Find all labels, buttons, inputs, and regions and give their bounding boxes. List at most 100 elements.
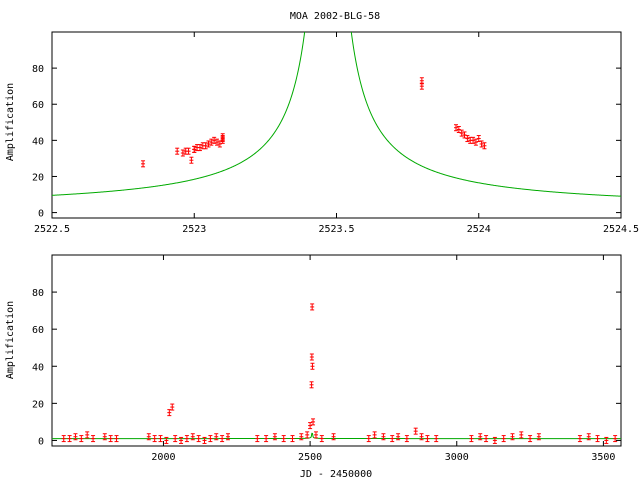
- data-point: [469, 435, 474, 443]
- data-point: [141, 160, 146, 168]
- data-point: [202, 436, 207, 444]
- y-tick-label: 20: [32, 399, 44, 410]
- data-point: [102, 433, 107, 441]
- data-point: [196, 435, 201, 443]
- data-point: [108, 435, 113, 443]
- x-tick-label: 2524: [467, 224, 491, 235]
- y-tick-label: 60: [32, 100, 44, 111]
- data-point: [114, 435, 119, 443]
- x-tick-label: 3000: [445, 452, 469, 463]
- data-point: [73, 433, 78, 441]
- plot-frame: [51, 254, 622, 447]
- bottom-ylabel: Amplification: [5, 301, 16, 379]
- data-point: [381, 433, 386, 441]
- data-point: [478, 433, 483, 441]
- data-point: [281, 435, 286, 443]
- data-point: [310, 303, 315, 311]
- zoom-panel: 2522.5 2523 2523.5 2524 2524.5 0 20 40 60 80: [32, 31, 639, 235]
- data-point: [305, 431, 310, 439]
- data-point: [175, 147, 180, 155]
- data-point: [366, 435, 371, 443]
- data-point: [536, 433, 541, 441]
- data-point: [425, 435, 430, 443]
- data-point: [189, 156, 194, 164]
- data-point: [214, 433, 219, 441]
- data-point: [471, 136, 476, 144]
- data-point: [528, 435, 533, 443]
- data-point: [309, 381, 314, 389]
- y-tick-label: 0: [38, 436, 44, 447]
- data-point: [456, 126, 461, 134]
- data-point: [164, 436, 169, 444]
- data-point: [331, 433, 336, 441]
- data-point: [310, 362, 315, 370]
- data-point: [479, 140, 484, 148]
- data-point: [290, 435, 295, 443]
- y-tick-label: 20: [32, 172, 44, 183]
- data-point: [462, 131, 467, 139]
- data-point: [501, 435, 506, 443]
- data-point: [482, 142, 487, 150]
- data-point: [453, 124, 458, 132]
- x-tick-label: 2523.5: [318, 224, 354, 235]
- y-tick-label: 80: [32, 64, 44, 75]
- data-point: [390, 435, 395, 443]
- data-point: [197, 144, 202, 152]
- x-tick-label: 2524.5: [603, 224, 639, 235]
- x-tick-label: 3500: [591, 452, 615, 463]
- data-point: [203, 142, 208, 150]
- data-point: [220, 435, 225, 443]
- data-point: [308, 422, 313, 430]
- data-point: [264, 435, 269, 443]
- data-point: [299, 433, 304, 441]
- data-point: [192, 145, 197, 153]
- data-point: [190, 433, 195, 441]
- data-point: [217, 140, 222, 148]
- data-point: [604, 436, 609, 444]
- data-point: [476, 135, 481, 143]
- x-tick-label: 2523: [182, 224, 206, 235]
- data-point: [413, 427, 418, 435]
- data-point: [173, 435, 178, 443]
- x-tick-label: 2500: [298, 452, 322, 463]
- data-point: [79, 435, 84, 443]
- data-point: [184, 435, 189, 443]
- model-curve: [52, 432, 621, 440]
- x-tick-label: 2000: [151, 452, 175, 463]
- chart-title: MOA 2002-BLG-58: [290, 11, 380, 22]
- data-point: [613, 435, 618, 443]
- data-point: [209, 138, 214, 146]
- data-point: [473, 138, 478, 146]
- top-ylabel: Amplification: [5, 83, 16, 161]
- data-point: [372, 431, 377, 439]
- y-tick-label: 0: [38, 209, 44, 220]
- data-point: [313, 431, 318, 439]
- model-curve: [52, 32, 621, 197]
- data-point: [215, 138, 220, 146]
- data-point: [158, 435, 163, 443]
- data-point: [510, 433, 515, 441]
- bottom-xlabel: JD - 2450000: [300, 469, 372, 480]
- data-point: [419, 82, 424, 90]
- data-point: [434, 435, 439, 443]
- data-point: [465, 135, 470, 143]
- data-point: [459, 129, 464, 137]
- data-point: [61, 435, 66, 443]
- data-point: [225, 433, 230, 441]
- data-point: [212, 136, 217, 144]
- data-point: [206, 140, 211, 148]
- data-point: [255, 435, 260, 443]
- data-point: [180, 149, 185, 157]
- y-tick-label: 80: [32, 288, 44, 299]
- data-point: [272, 433, 277, 441]
- y-tick-label: 40: [32, 136, 44, 147]
- data-point: [519, 431, 524, 439]
- data-point: [67, 435, 72, 443]
- data-point: [319, 435, 324, 443]
- data-point: [170, 403, 175, 411]
- data-point: [91, 435, 96, 443]
- data-point: [595, 435, 600, 443]
- data-point: [186, 147, 191, 155]
- data-point: [208, 435, 213, 443]
